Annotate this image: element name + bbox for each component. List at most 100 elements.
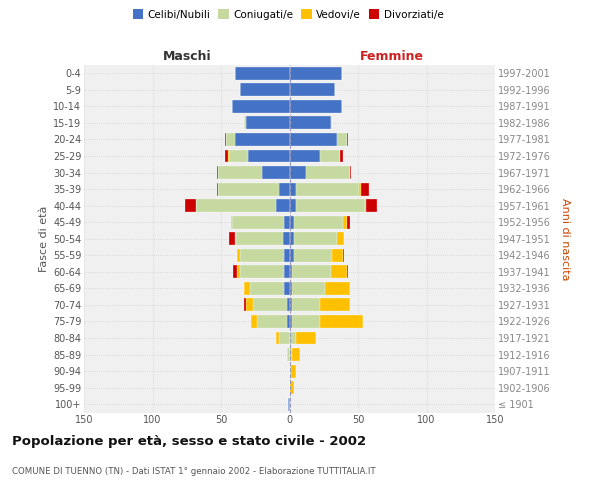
Text: Maschi: Maschi bbox=[163, 50, 211, 62]
Bar bbox=[244, 282, 250, 295]
Bar bbox=[290, 150, 320, 162]
Bar bbox=[230, 216, 232, 228]
Bar bbox=[325, 282, 350, 295]
Bar bbox=[287, 298, 290, 312]
Bar bbox=[320, 150, 340, 162]
Bar bbox=[288, 398, 290, 410]
Bar bbox=[225, 150, 228, 162]
Bar bbox=[228, 150, 229, 162]
Bar bbox=[251, 315, 257, 328]
Bar bbox=[185, 199, 196, 212]
Bar bbox=[262, 166, 290, 179]
Bar bbox=[248, 150, 290, 162]
Bar bbox=[291, 364, 296, 378]
Bar bbox=[290, 364, 291, 378]
Bar bbox=[233, 266, 238, 278]
Bar bbox=[290, 216, 293, 228]
Bar bbox=[244, 298, 245, 312]
Bar bbox=[347, 266, 349, 278]
Bar bbox=[217, 166, 218, 179]
Bar bbox=[290, 332, 296, 344]
Bar bbox=[196, 199, 276, 212]
Bar bbox=[290, 232, 293, 245]
Bar bbox=[284, 216, 290, 228]
Bar bbox=[276, 332, 278, 344]
Bar bbox=[320, 315, 364, 328]
Bar bbox=[290, 67, 341, 80]
Bar bbox=[350, 166, 351, 179]
Bar bbox=[293, 232, 337, 245]
Bar bbox=[337, 232, 344, 245]
Bar bbox=[240, 84, 290, 96]
Bar bbox=[238, 249, 240, 262]
Bar bbox=[290, 100, 341, 113]
Bar bbox=[290, 266, 292, 278]
Bar bbox=[240, 266, 284, 278]
Bar bbox=[229, 232, 235, 245]
Bar bbox=[217, 182, 218, 196]
Bar bbox=[306, 166, 350, 179]
Bar bbox=[276, 199, 290, 212]
Bar bbox=[292, 298, 320, 312]
Text: Femmine: Femmine bbox=[360, 50, 424, 62]
Bar bbox=[296, 199, 365, 212]
Bar bbox=[292, 266, 331, 278]
Legend: Celibi/Nubili, Coniugati/e, Vedovi/e, Divorziati/e: Celibi/Nubili, Coniugati/e, Vedovi/e, Di… bbox=[128, 5, 448, 24]
Bar bbox=[290, 315, 292, 328]
Bar bbox=[290, 199, 296, 212]
Bar bbox=[290, 282, 292, 295]
Bar bbox=[292, 348, 301, 361]
Bar bbox=[365, 199, 366, 212]
Bar bbox=[290, 182, 296, 196]
Bar bbox=[293, 216, 343, 228]
Bar bbox=[331, 266, 347, 278]
Bar bbox=[240, 249, 284, 262]
Bar bbox=[235, 67, 290, 80]
Bar bbox=[290, 116, 331, 130]
Bar bbox=[245, 298, 253, 312]
Bar bbox=[337, 133, 347, 146]
Bar bbox=[290, 133, 337, 146]
Bar bbox=[284, 266, 290, 278]
Bar bbox=[296, 332, 316, 344]
Bar bbox=[359, 182, 361, 196]
Bar bbox=[225, 133, 226, 146]
Text: Popolazione per età, sesso e stato civile - 2002: Popolazione per età, sesso e stato civil… bbox=[12, 435, 366, 448]
Bar bbox=[366, 199, 377, 212]
Bar bbox=[253, 298, 287, 312]
Text: COMUNE DI TUENNO (TN) - Dati ISTAT 1° gennaio 2002 - Elaborazione TUTTITALIA.IT: COMUNE DI TUENNO (TN) - Dati ISTAT 1° ge… bbox=[12, 468, 376, 476]
Bar bbox=[236, 232, 283, 245]
Bar bbox=[332, 249, 343, 262]
Bar bbox=[257, 315, 287, 328]
Bar bbox=[296, 182, 359, 196]
Bar bbox=[232, 100, 290, 113]
Bar bbox=[293, 249, 332, 262]
Bar bbox=[347, 133, 349, 146]
Bar bbox=[292, 315, 320, 328]
Bar bbox=[347, 216, 350, 228]
Bar bbox=[245, 116, 290, 130]
Bar bbox=[218, 182, 278, 196]
Bar bbox=[283, 232, 290, 245]
Bar bbox=[340, 150, 343, 162]
Bar bbox=[284, 282, 290, 295]
Bar bbox=[361, 182, 369, 196]
Bar bbox=[235, 232, 236, 245]
Bar bbox=[278, 332, 290, 344]
Bar bbox=[290, 348, 292, 361]
Bar bbox=[290, 298, 292, 312]
Bar bbox=[287, 315, 290, 328]
Bar bbox=[284, 249, 290, 262]
Bar bbox=[290, 84, 335, 96]
Bar bbox=[229, 150, 248, 162]
Bar bbox=[292, 282, 325, 295]
Bar bbox=[290, 166, 306, 179]
Bar bbox=[290, 249, 293, 262]
Bar bbox=[232, 216, 284, 228]
Bar bbox=[278, 182, 290, 196]
Bar bbox=[218, 166, 262, 179]
Bar bbox=[244, 116, 245, 130]
Y-axis label: Fasce di età: Fasce di età bbox=[38, 206, 49, 272]
Bar bbox=[238, 266, 240, 278]
Bar bbox=[343, 216, 347, 228]
